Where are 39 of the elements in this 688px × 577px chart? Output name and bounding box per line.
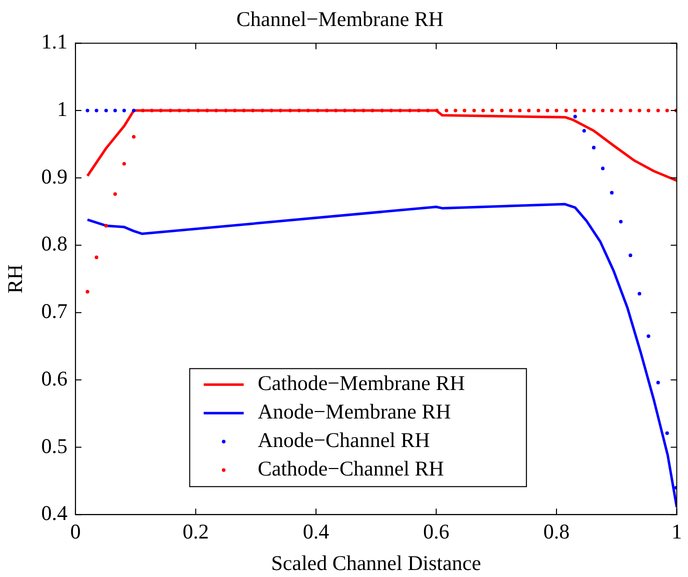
point bbox=[628, 254, 632, 258]
point bbox=[86, 108, 90, 112]
y-tick-label: 0.5 bbox=[41, 434, 68, 458]
y-tick-label: 0.4 bbox=[41, 501, 68, 526]
x-tick-label: 0 bbox=[70, 520, 81, 544]
point bbox=[582, 128, 586, 133]
y-tick-label: 0.8 bbox=[41, 232, 68, 256]
chart-title: Channel−Membrane RH bbox=[236, 7, 444, 32]
x-axis-title: Scaled Channel Distance bbox=[271, 550, 482, 575]
legend-label: Cathode−Channel RH bbox=[258, 456, 444, 481]
x-tick-label: 0.6 bbox=[423, 520, 450, 544]
legend-label: Anode−Membrane RH bbox=[258, 400, 451, 424]
point bbox=[104, 108, 108, 112]
x-tick-label: 0.2 bbox=[182, 520, 209, 544]
point bbox=[113, 108, 117, 112]
point bbox=[573, 114, 577, 118]
point bbox=[132, 108, 136, 112]
y-tick-label: 1 bbox=[56, 97, 68, 122]
legend-label: Anode−Channel RH bbox=[258, 428, 430, 452]
point bbox=[592, 146, 596, 150]
point bbox=[610, 190, 614, 194]
x-tick-label: 0.4 bbox=[302, 520, 330, 544]
point bbox=[122, 108, 126, 112]
point bbox=[665, 431, 669, 435]
point bbox=[646, 334, 650, 338]
y-axis-title: RH bbox=[3, 264, 28, 294]
y-tick-label: 0.7 bbox=[41, 299, 68, 324]
y-tick-label: 0.6 bbox=[41, 366, 68, 390]
y-tick-label: 1.1 bbox=[41, 30, 68, 54]
legend-label: Cathode−Membrane RH bbox=[258, 371, 465, 396]
x-tick-label: 1 bbox=[672, 520, 682, 544]
point bbox=[674, 486, 677, 490]
point bbox=[600, 166, 605, 170]
point bbox=[619, 220, 623, 224]
point bbox=[638, 292, 642, 296]
point bbox=[656, 380, 660, 384]
point bbox=[94, 108, 98, 112]
x-tick-label: 0.8 bbox=[543, 520, 570, 544]
y-tick-label: 0.9 bbox=[41, 164, 68, 188]
